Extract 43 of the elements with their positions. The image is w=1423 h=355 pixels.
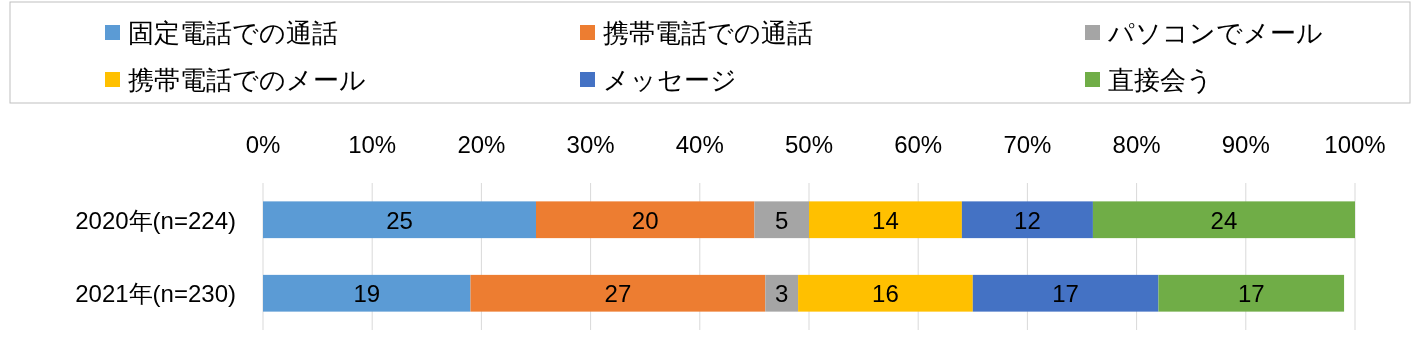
data-label: 17 [1052,280,1079,308]
legend-label: メッセージ [603,65,737,95]
bar [961,201,1093,239]
bar [809,201,962,239]
data-label: 25 [386,206,413,234]
x-tick-label: 30% [566,131,615,158]
bar [754,201,809,239]
x-tick-label: 10% [348,131,397,158]
bar [1158,274,1345,312]
bar [536,201,755,239]
data-label: 19 [353,280,381,308]
legend-label: 固定電話での通話 [128,18,338,48]
legend-label: 携帯電話でのメール [128,65,366,95]
x-tick-label: 70% [1003,131,1052,158]
y-tick-label: 2020年(n=224) [75,206,236,234]
legend-label: 直接会う [1108,65,1213,95]
bar [263,201,536,239]
x-tick-label: 0% [245,131,281,158]
data-label: 24 [1210,206,1238,234]
data-label: 14 [872,206,899,234]
x-tick-label: 60% [894,131,943,158]
data-label: 20 [631,206,659,234]
x-tick-label: 20% [457,131,506,158]
bar [798,274,973,312]
legend-label: パソコンでメール [1107,18,1323,48]
x-tick-label: 80% [1112,131,1161,158]
bar [765,274,799,312]
data-label: 3 [775,280,789,308]
x-tick-label: 40% [675,131,724,158]
y-tick-label: 2021年(n=230) [75,280,236,308]
bar [263,274,471,312]
x-tick-label: 100% [1324,131,1386,158]
bar [1092,201,1355,239]
data-label: 27 [604,280,632,308]
data-label: 17 [1237,280,1265,308]
bar [470,274,766,312]
data-label: 16 [872,280,899,308]
legend-label: 携帯電話での通話 [603,18,813,48]
x-tick-label: 90% [1221,131,1270,158]
bar [972,274,1159,312]
data-label: 5 [775,206,789,234]
data-label: 12 [1014,206,1041,234]
x-tick-label: 50% [784,131,834,158]
